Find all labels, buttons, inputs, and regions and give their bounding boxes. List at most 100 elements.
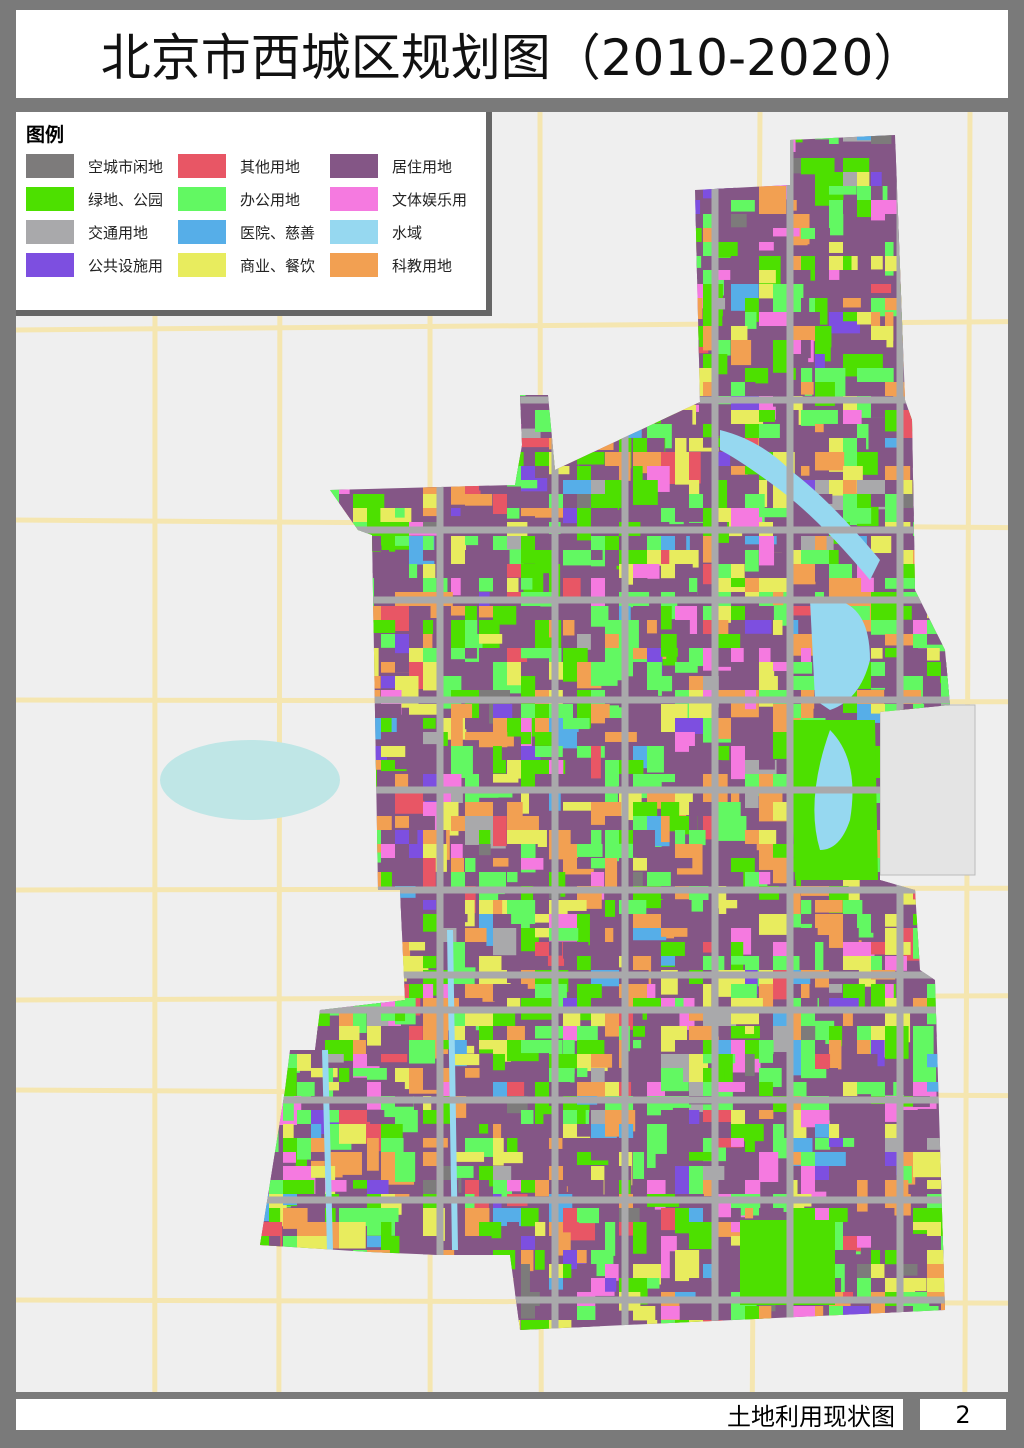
parcel: [913, 382, 929, 409]
parcel: [647, 1138, 656, 1168]
parcel: [423, 648, 440, 667]
parcel: [423, 662, 439, 691]
parcel: [563, 648, 580, 667]
parcel: [885, 1250, 900, 1265]
parcel: [941, 1012, 950, 1031]
parcel: [927, 396, 939, 416]
parcel: [409, 942, 426, 951]
parcel: [260, 620, 278, 654]
parcel: [260, 1026, 264, 1041]
parcel: [843, 242, 852, 262]
parcel: [899, 1110, 931, 1124]
parcel: [633, 382, 662, 397]
parcel: [731, 788, 740, 807]
parcel: [773, 228, 800, 237]
parcel: [269, 858, 296, 882]
parcel: [717, 900, 738, 909]
legend-swatch: [178, 220, 226, 244]
parcel: [717, 158, 738, 177]
parcel: [563, 438, 587, 459]
parcel: [857, 135, 882, 141]
parcel: [260, 942, 272, 975]
parcel: [605, 1222, 616, 1256]
parcel: [647, 298, 662, 307]
parcel: [437, 354, 459, 373]
parcel: [661, 858, 693, 869]
parcel: [633, 928, 667, 941]
parcel: [297, 1292, 313, 1319]
parcel: [521, 410, 538, 429]
parcel: [479, 662, 495, 677]
parcel: [283, 480, 311, 513]
parcel: [605, 928, 614, 955]
parcel: [451, 1264, 468, 1277]
parcel: [647, 256, 674, 285]
parcel: [395, 1306, 429, 1319]
parcel: [899, 704, 924, 714]
parcel: [675, 536, 687, 557]
parcel: [661, 1236, 677, 1252]
parcel: [731, 718, 748, 750]
parcel: [451, 1166, 474, 1178]
parcel: [535, 1152, 553, 1179]
parcel: [479, 1264, 489, 1291]
parcel: [689, 1278, 712, 1288]
parcel: [507, 340, 534, 350]
parcel: [535, 914, 558, 923]
parcel: [843, 1194, 855, 1223]
parcel: [260, 340, 271, 359]
parcel: [913, 284, 942, 311]
parcel: [297, 564, 319, 597]
parcel: [493, 1334, 517, 1344]
parcel: [479, 1250, 494, 1267]
parcel: [829, 984, 843, 993]
parcel: [633, 606, 656, 622]
parcel: [269, 984, 295, 995]
parcel: [521, 648, 555, 659]
parcel: [885, 144, 904, 174]
legend-label: 医院、慈善: [240, 223, 316, 242]
parcel: [941, 550, 950, 565]
parcel: [549, 312, 578, 346]
parcel: [661, 956, 682, 966]
land-use-map[interactable]: [16, 112, 1008, 1392]
parcel: [717, 1264, 731, 1281]
parcel: [423, 508, 440, 517]
parcel: [521, 438, 551, 448]
parcel: [619, 158, 636, 169]
parcel: [479, 480, 490, 491]
parcel: [801, 648, 811, 669]
parcel: [325, 900, 340, 922]
parcel: [913, 256, 938, 271]
parcel: [591, 606, 609, 627]
parcel: [717, 298, 726, 310]
parcel: [451, 1152, 485, 1162]
parcel: [815, 900, 843, 913]
parcel: [493, 340, 517, 374]
parcel: [260, 1110, 274, 1123]
parcel: [283, 718, 306, 730]
parcel: [941, 214, 950, 244]
parcel: [745, 1208, 754, 1219]
parcel: [647, 438, 665, 455]
parcel: [479, 1110, 496, 1125]
parcel: [577, 242, 598, 272]
parcel: [577, 270, 605, 287]
parcel: [549, 466, 570, 475]
parcel: [871, 256, 883, 270]
parcel: [479, 634, 503, 644]
parcel: [661, 135, 679, 154]
parcel: [885, 914, 898, 927]
parcel: [801, 228, 826, 239]
parcel: [913, 452, 926, 486]
parcel: [885, 438, 904, 448]
parcel: [451, 648, 473, 660]
parcel: [451, 452, 483, 486]
parcel: [493, 606, 517, 625]
parcel: [661, 550, 670, 576]
parcel: [367, 396, 395, 417]
parcel: [507, 354, 529, 385]
parcel: [311, 1152, 330, 1161]
parcel: [521, 732, 532, 745]
parcel: [339, 550, 368, 575]
